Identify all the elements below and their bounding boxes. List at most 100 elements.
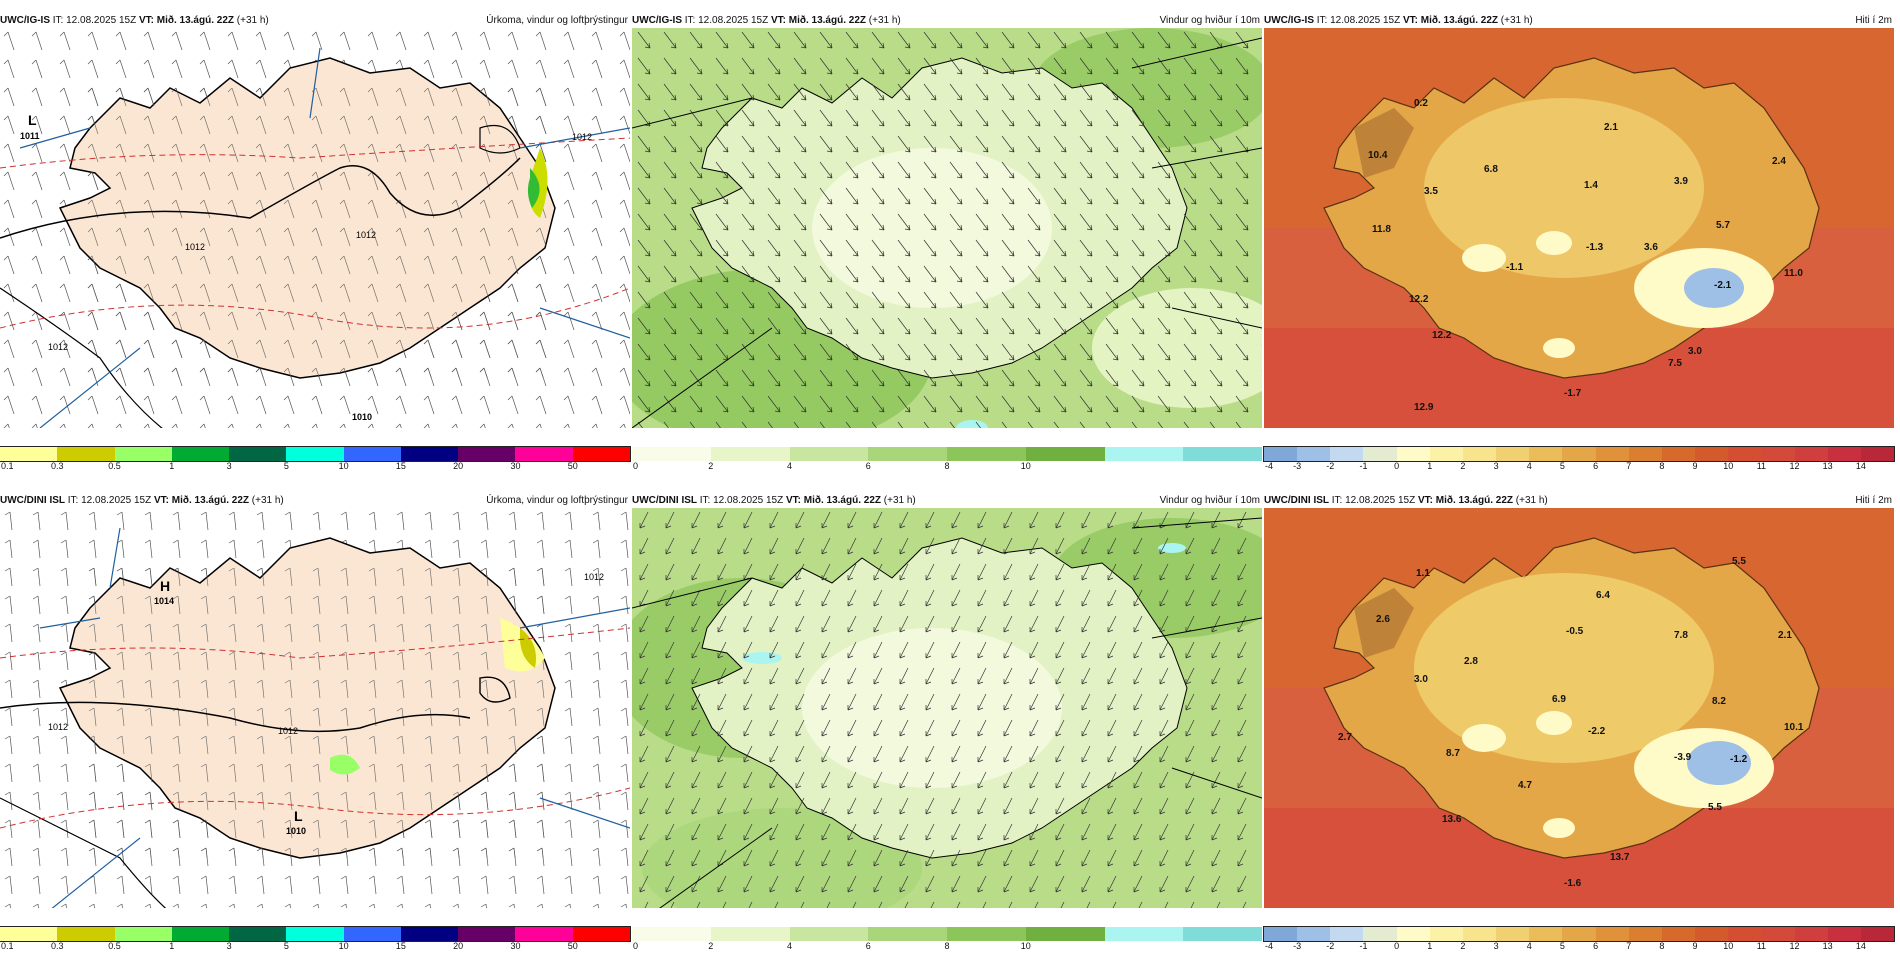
colorbar-tick-label: 5: [1559, 461, 1565, 471]
colorbar-tick-label: 3: [1493, 461, 1499, 471]
temperature-label: 4.7: [1518, 780, 1532, 791]
temperature-label: 8.2: [1712, 696, 1726, 707]
valid-time: Mið. 13.ágú. 22Z: [803, 495, 881, 506]
colorbar-swatch: [1661, 447, 1696, 461]
colorbar-tick-label: 2: [708, 461, 714, 471]
model-name: UWC/IG-IS: [632, 15, 682, 26]
colorbar-swatch: [1363, 447, 1397, 461]
colorbar-swatch: [789, 447, 869, 461]
colorbar-swatch: [1025, 447, 1105, 461]
temperature-label: -2.2: [1588, 726, 1606, 737]
colorbar-swatch: [1025, 927, 1105, 941]
low-value: 1010: [286, 826, 306, 836]
precip-map[interactable]: L 1011 1012 1012 1012 1010 1012: [0, 28, 630, 428]
colorbar-tick-label: 4: [786, 941, 793, 951]
colorbar-tick-label: -2: [1326, 461, 1335, 471]
colorbar-tick-label: 30: [510, 461, 521, 471]
wind-map[interactable]: [632, 508, 1262, 908]
temperature-label: 12.9: [1414, 402, 1434, 413]
colorbar-tick-label: -4: [1265, 941, 1274, 951]
wind-map[interactable]: [632, 28, 1262, 428]
colorbar-tick-label: 12: [1789, 461, 1800, 471]
colorbar-swatch: [1183, 927, 1262, 941]
lead-time: (+31 h): [868, 15, 901, 26]
high-value: 1014: [154, 596, 174, 606]
colorbar-swatch: [868, 447, 947, 461]
colorbar-tick-label: 20: [453, 461, 464, 471]
model-name: UWC/DINI ISL: [1264, 495, 1329, 506]
colorbar-swatch: [57, 927, 115, 941]
temperature-colorbar: [1263, 926, 1895, 942]
colorbar-swatch: [1396, 927, 1430, 941]
temperature-label: 8.7: [1446, 748, 1460, 759]
temperature-label: 7.5: [1668, 358, 1682, 369]
colorbar-swatch: [1628, 447, 1662, 461]
colorbar-swatch: [632, 927, 711, 941]
temperature-map[interactable]: 0.2 10.4 3.5 6.8 2.1 1.4 3.9 2.4 11.8 -1.1 -1.3 3.6…: [1264, 28, 1894, 428]
colorbar-swatch: [1628, 927, 1662, 941]
colorbar-tick-label: 6: [1593, 941, 1599, 951]
colorbar-swatch: [229, 447, 287, 461]
colorbar-swatch: [1297, 927, 1331, 941]
colorbar-tick-label: 5: [1559, 941, 1565, 951]
temperature-map[interactable]: 1.1 5.5 2.6 6.4 -0.5 7.8 2.1 2.8 3.0 6.9 8.2 10.1 2.…: [1264, 508, 1894, 908]
colorbar-swatch: [57, 447, 115, 461]
colorbar-swatch: [868, 927, 947, 941]
colorbar-swatch: [286, 927, 344, 941]
colorbar-swatch: [1429, 927, 1463, 941]
panel-title: Vindur og hviður í 10m: [1159, 495, 1260, 506]
colorbar-swatch: [343, 927, 401, 941]
temperature-colorbar: [1263, 446, 1895, 462]
temperature-label: -1.7: [1564, 388, 1582, 399]
colorbar-swatch: [1595, 927, 1629, 941]
model-name: UWC/IG-IS: [1264, 15, 1314, 26]
precip-colorbar: [0, 926, 631, 942]
temperature-label: -1.6: [1564, 878, 1582, 889]
panel-header: UWC/DINI ISL IT: 12.08.2025 15Z VT: Mið.…: [0, 495, 628, 506]
model-name: UWC/DINI ISL: [632, 495, 697, 506]
temperature-label: 3.0: [1414, 674, 1428, 685]
colorbar-tick-label: 50: [567, 461, 578, 471]
colorbar-tick-label: 5: [283, 461, 289, 471]
colorbar-tick-label: -1: [1359, 461, 1368, 471]
colorbar-swatch: [1330, 927, 1364, 941]
colorbar-swatch: [632, 447, 711, 461]
colorbar-tick-label: 0: [1394, 941, 1400, 951]
temperature-label: 7.8: [1674, 630, 1688, 641]
colorbar-swatch: [1529, 447, 1563, 461]
colorbar-swatch: [1728, 447, 1762, 461]
colorbar-tick-label: 4: [1526, 941, 1532, 951]
wind-colorbar: [632, 927, 1262, 941]
colorbar-swatch: [710, 447, 790, 461]
temperature-label: 12.2: [1409, 294, 1429, 305]
colorbar-swatch: [1728, 927, 1762, 941]
lead-time: (+31 h): [1500, 15, 1533, 26]
wind-colorbar-ticks: 0 2 4 6 8 10: [632, 941, 1262, 953]
colorbar-swatch: [1860, 447, 1894, 461]
valid-time: Mið. 13.ágú. 22Z: [788, 15, 866, 26]
precip-map[interactable]: H 1014 L 1010 1012 1012 1012: [0, 508, 630, 908]
colorbar-tick-label: 3: [226, 461, 232, 471]
temperature-label: 2.1: [1778, 630, 1792, 641]
temperature-label: 12.2: [1432, 330, 1452, 341]
colorbar-tick-label: 13: [1822, 461, 1833, 471]
colorbar-tick-label: 5: [283, 941, 289, 951]
precip-colorbar-ticks: 0.1 0.3 0.5 1 3 5 10 15 20 30 50: [0, 461, 630, 473]
colorbar-swatch: [1363, 927, 1397, 941]
panel-header: UWC/DINI ISL IT: 12.08.2025 15Z VT: Mið.…: [632, 495, 1260, 506]
colorbar-swatch: [0, 447, 58, 461]
panel-title: Úrkoma, vindur og loftþrýstingur: [486, 15, 628, 26]
colorbar-tick-label: 12: [1789, 941, 1800, 951]
colorbar-swatch: [789, 927, 869, 941]
colorbar-tick-label: 4: [786, 461, 793, 471]
colorbar-swatch: [1860, 927, 1894, 941]
colorbar-swatch: [572, 447, 630, 461]
colorbar-tick-label: 11: [1756, 941, 1767, 951]
temperature-label: 5.7: [1716, 220, 1730, 231]
temperature-label: 2.6: [1376, 614, 1390, 625]
colorbar-swatch: [1104, 927, 1184, 941]
colorbar-swatch: [1429, 447, 1463, 461]
colorbar-tick-label: 4: [1526, 461, 1532, 471]
valid-time: Mið. 13.ágú. 22Z: [171, 495, 249, 506]
panel-title: Úrkoma, vindur og loftþrýstingur: [486, 495, 628, 506]
